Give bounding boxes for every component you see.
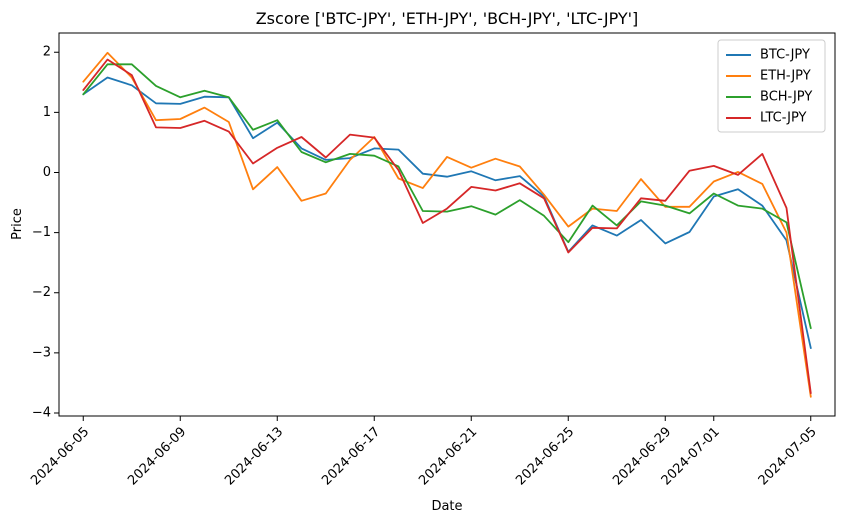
plot-border <box>58 32 836 417</box>
x-axis-label: Date <box>431 499 462 514</box>
legend: BTC-JPY ETH-JPY BCH-JPY LTC-JPY <box>717 39 826 133</box>
series-line-eth-jpy <box>82 51 812 398</box>
chart-title: Zscore ['BTC-JPY', 'ETH-JPY', 'BCH-JPY',… <box>256 9 639 28</box>
legend-label: ETH-JPY <box>760 69 811 84</box>
y-axis-label: Price <box>10 208 25 240</box>
y-axis: −4 −3 −2 −1 0 1 2 <box>32 45 59 420</box>
series-lines <box>82 51 812 398</box>
plot-area <box>59 33 835 416</box>
y-tick-label: −2 <box>32 285 51 300</box>
series-line-btc-jpy <box>82 76 812 350</box>
legend-box <box>717 39 826 133</box>
y-tick-label: −3 <box>32 345 51 360</box>
y-tick-label: −4 <box>32 405 51 420</box>
legend-label: BCH-JPY <box>760 90 812 105</box>
legend-label: LTC-JPY <box>760 111 807 126</box>
y-tick-label: 2 <box>43 45 51 60</box>
y-tick-label: 1 <box>43 105 51 120</box>
y-tick-label: −1 <box>32 225 51 240</box>
series-line-bch-jpy <box>82 63 812 330</box>
y-tick-label: 0 <box>43 165 51 180</box>
legend-label: BTC-JPY <box>760 48 810 63</box>
series-line-ltc-jpy <box>82 58 812 395</box>
